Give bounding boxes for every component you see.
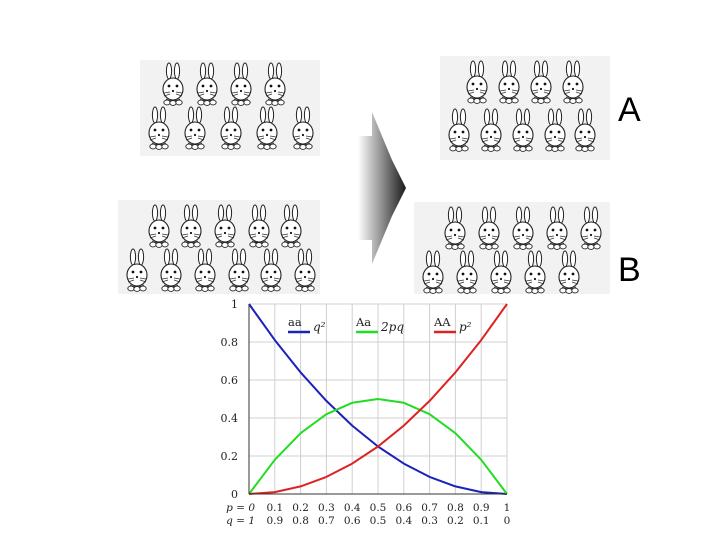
rabbit bbox=[528, 60, 554, 109]
population-bottom-before bbox=[118, 200, 320, 294]
y-tick-label: 0.6 bbox=[221, 374, 239, 387]
genotype-frequency-chart: 00.20.40.60.81p = 0q = 10.10.90.20.80.30… bbox=[221, 298, 511, 527]
x-tick-label-q: 0 bbox=[504, 515, 511, 527]
legend-formula: q² bbox=[313, 320, 326, 334]
rabbit bbox=[556, 250, 582, 299]
legend-name: aa bbox=[288, 315, 302, 329]
population-bottom-after bbox=[414, 202, 610, 294]
rabbit bbox=[446, 108, 472, 157]
y-tick-label: 0.8 bbox=[221, 336, 239, 349]
x-tick-label-p: 0.6 bbox=[395, 502, 412, 514]
x-tick-label-q: 0.6 bbox=[344, 515, 361, 527]
rabbit bbox=[182, 106, 208, 155]
rabbit bbox=[246, 204, 272, 253]
rabbit bbox=[290, 106, 316, 155]
x-tick-label-q: 0.5 bbox=[370, 515, 387, 527]
rabbit bbox=[476, 206, 502, 255]
population-top-before bbox=[140, 60, 320, 156]
rabbit bbox=[124, 248, 150, 297]
rabbit bbox=[258, 248, 284, 297]
rabbit bbox=[560, 60, 586, 109]
rabbit bbox=[488, 250, 514, 299]
label-a: A bbox=[618, 91, 641, 129]
rabbit bbox=[194, 62, 220, 111]
x-tick-label-q: 0.2 bbox=[447, 515, 464, 527]
rabbit bbox=[442, 206, 468, 255]
series-line-aa bbox=[248, 303, 508, 495]
rabbit bbox=[454, 250, 480, 299]
rabbit bbox=[178, 204, 204, 253]
x-tick-label-p: 0.7 bbox=[421, 502, 438, 514]
y-tick-label: 1 bbox=[231, 298, 238, 311]
x-tick-label-q: 0.1 bbox=[473, 515, 490, 527]
population-top-after bbox=[440, 56, 610, 160]
x-tick-label-p: 0.9 bbox=[473, 502, 490, 514]
rabbit bbox=[146, 204, 172, 253]
y-tick-label: 0.2 bbox=[221, 450, 239, 463]
rabbit bbox=[278, 204, 304, 253]
x-tick-label-q: 0.3 bbox=[421, 515, 438, 527]
rabbit bbox=[212, 204, 238, 253]
x-tick-label-p: 0.1 bbox=[266, 502, 283, 514]
x-tick-label-p: p = 0 bbox=[226, 502, 255, 514]
rabbit bbox=[158, 248, 184, 297]
rabbit bbox=[146, 106, 172, 155]
rabbit bbox=[420, 250, 446, 299]
rabbit bbox=[464, 60, 490, 109]
rabbit bbox=[544, 206, 570, 255]
x-tick-label-p: 0.4 bbox=[344, 502, 361, 514]
x-tick-label-q: 0.8 bbox=[292, 515, 309, 527]
rabbit bbox=[218, 106, 244, 155]
rabbit bbox=[578, 206, 604, 255]
rabbit bbox=[226, 248, 252, 297]
rabbit bbox=[292, 248, 318, 297]
rabbit bbox=[572, 108, 598, 157]
y-tick-label: 0 bbox=[231, 488, 238, 501]
x-tick-label-q: 0.9 bbox=[266, 515, 283, 527]
rabbit bbox=[542, 108, 568, 157]
rabbit bbox=[262, 62, 288, 111]
transition-arrow bbox=[358, 112, 406, 264]
x-tick-label-q: 0.7 bbox=[318, 515, 335, 527]
rabbit bbox=[228, 62, 254, 111]
rabbit bbox=[192, 248, 218, 297]
rabbit bbox=[478, 108, 504, 157]
x-tick-label-p: 0.3 bbox=[318, 502, 335, 514]
legend-name: AA bbox=[433, 315, 451, 329]
legend-formula: 2pq bbox=[380, 320, 404, 334]
rabbit bbox=[496, 60, 522, 109]
label-b: B bbox=[618, 251, 641, 289]
series-line-aa bbox=[248, 398, 508, 495]
rabbit bbox=[160, 62, 186, 111]
y-tick-label: 0.4 bbox=[221, 412, 239, 425]
rabbit bbox=[510, 206, 536, 255]
x-tick-label-p: 0.8 bbox=[447, 502, 464, 514]
x-tick-label-q: q = 1 bbox=[226, 515, 255, 527]
rabbit bbox=[510, 108, 536, 157]
legend-name: Aa bbox=[355, 315, 371, 329]
rabbit bbox=[254, 106, 280, 155]
x-tick-label-p: 0.5 bbox=[370, 502, 387, 514]
legend-formula: p² bbox=[459, 320, 472, 334]
x-tick-label-p: 0.2 bbox=[292, 502, 309, 514]
x-tick-label-p: 1 bbox=[504, 502, 511, 514]
x-tick-label-q: 0.4 bbox=[395, 515, 412, 527]
rabbit bbox=[522, 250, 548, 299]
